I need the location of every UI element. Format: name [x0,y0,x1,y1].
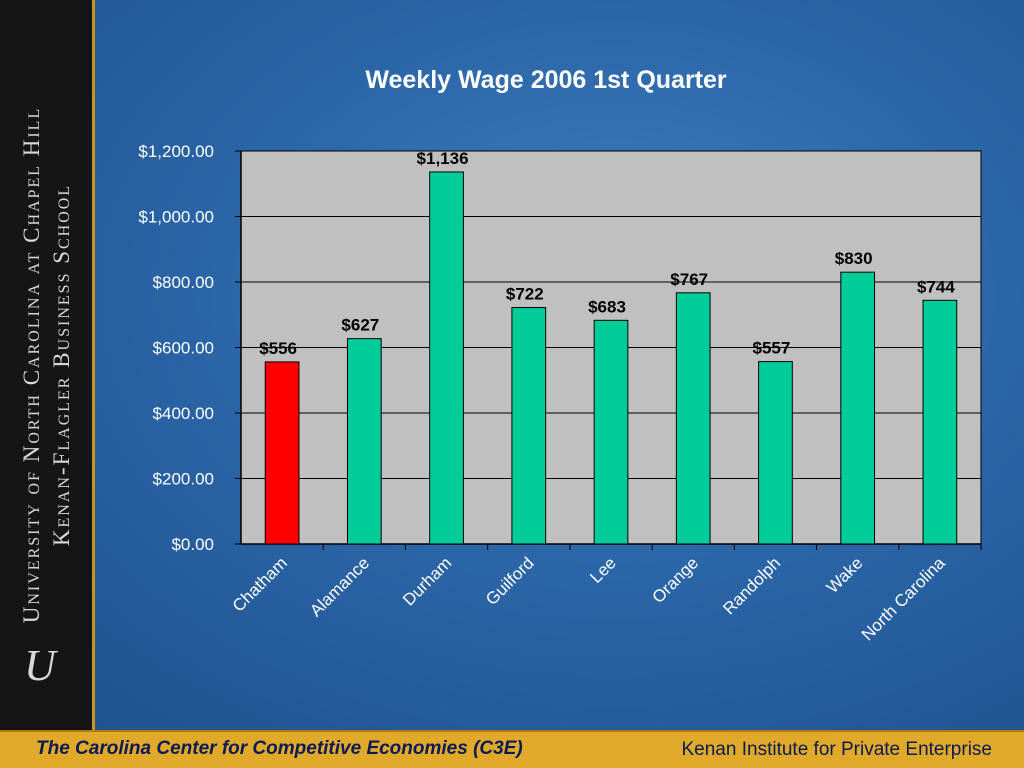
category-label: Chatham [229,553,291,615]
category-label: Wake [823,553,867,597]
bar [429,171,464,545]
data-label: $722 [506,285,544,304]
y-tick-label: $400.00 [153,404,214,423]
y-tick-label: $200.00 [153,470,214,489]
bar [840,271,876,545]
data-label: $627 [341,316,379,335]
category-label: North Carolina [858,553,949,644]
data-label: $683 [588,297,626,316]
bar [758,361,793,545]
y-tick-label: $1,200.00 [138,142,214,161]
y-tick-label: $800.00 [153,273,214,292]
data-label: $744 [917,277,955,296]
data-label: $830 [835,249,873,268]
bar [511,307,547,545]
footer-bar: The Carolina Center for Competitive Econ… [0,730,1024,768]
category-label: Alamance [306,553,373,620]
bar-chart: Weekly Wage 2006 1st Quarter $0.00 $200.0… [138,66,982,644]
bar [264,361,300,545]
category-label: Guilford [482,553,538,609]
footer-institute-name: Kenan Institute for Private Enterprise [681,739,993,760]
y-tick-label: $1,000.00 [138,208,214,227]
bar [675,292,711,545]
data-label: $1,136 [417,149,469,168]
y-tick-label: $0.00 [171,535,214,554]
university-logo-letter: U [24,641,56,690]
data-label: $556 [259,339,297,358]
bar [593,319,629,545]
data-label: $767 [670,270,708,289]
chart-title: Weekly Wage 2006 1st Quarter [365,66,727,94]
y-tick-label: $600.00 [153,339,214,358]
category-label: Orange [649,553,703,607]
category-label: Randolph [719,553,784,618]
bar [346,338,382,545]
category-label: Durham [399,553,455,609]
bar [922,299,958,545]
category-label: Lee [586,553,619,586]
university-sidebar-band: University of North Carolina at Chapel H… [0,0,95,730]
plot-area: $0.00 $200.00 $400.00 $600.00 $800.00 $1,000.… [138,142,982,644]
data-label: $557 [753,339,791,358]
footer-center-name: The Carolina Center for Competitive Econ… [36,738,523,759]
